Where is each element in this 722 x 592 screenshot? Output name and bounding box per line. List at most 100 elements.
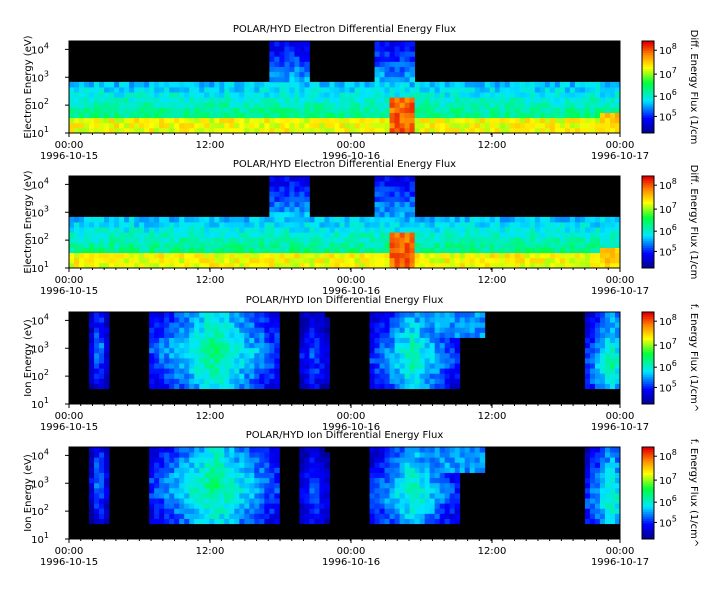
spectrogram-cell (134, 122, 140, 129)
spectrogram-cell (459, 247, 466, 254)
spectrogram-cell (394, 342, 400, 349)
spectrogram-cell (164, 327, 170, 333)
spectrogram-cell (384, 186, 390, 192)
spectrogram-cell (424, 358, 431, 364)
spectrogram-cell (404, 332, 411, 338)
spectrogram-cell (594, 222, 601, 228)
spectrogram-cell (119, 227, 125, 233)
spectrogram-cell (319, 127, 325, 134)
spectrogram-cell (404, 97, 411, 103)
spectrogram-cell (359, 97, 365, 103)
colorbar-segment (642, 121, 654, 125)
spectrogram-cell (554, 102, 561, 108)
spectrogram-cell (369, 363, 375, 369)
spectrogram-cell (614, 242, 621, 248)
spectrogram-cell (609, 107, 616, 113)
spectrogram-cell (329, 252, 335, 259)
spectrogram-cell (109, 102, 115, 108)
spectrogram-cell (394, 56, 400, 62)
spectrogram-cell (269, 518, 275, 525)
spectrogram-cell (384, 503, 390, 509)
colorbar-segment (642, 96, 654, 99)
spectrogram-cell (349, 257, 355, 264)
spectrogram-cell (384, 46, 390, 52)
spectrogram-cell (364, 257, 370, 264)
spectrogram-cell (129, 232, 135, 238)
spectrogram-cell (609, 127, 616, 134)
spectrogram-cell (394, 196, 400, 202)
spectrogram-cell (194, 327, 200, 333)
spectrogram-cell (224, 317, 230, 323)
colorbar-segment (642, 479, 654, 482)
spectrogram-cell (419, 112, 426, 119)
spectrogram-cell (289, 97, 295, 103)
spectrogram-cell (394, 211, 400, 218)
spectrogram-cell (519, 81, 526, 88)
spectrogram-cell (359, 92, 365, 98)
spectrogram-cell (454, 358, 461, 364)
spectrogram-cell (174, 508, 180, 514)
spectrogram-cell (309, 452, 315, 458)
spectrogram-cell (74, 112, 80, 119)
spectrogram-cell (184, 332, 190, 338)
spectrogram-cell (124, 237, 130, 243)
spectrogram-cell (119, 122, 125, 129)
spectrogram-cell (434, 358, 441, 364)
spectrogram-cell (94, 122, 100, 129)
spectrogram-cell (399, 347, 406, 354)
spectrogram-cell (344, 237, 350, 243)
spectrogram-cell (244, 97, 250, 103)
spectrogram-cell (434, 498, 441, 504)
spectrogram-cell (209, 232, 215, 238)
spectrogram-cell (294, 51, 300, 57)
spectrogram-cell (89, 352, 95, 359)
colorbar-segment (642, 50, 654, 53)
spectrogram-cell (614, 493, 621, 499)
spectrogram-cell (194, 363, 200, 369)
spectrogram-cell (84, 112, 90, 119)
spectrogram-cell (399, 87, 406, 93)
spectrogram-cells (69, 176, 621, 269)
spectrogram-cell (94, 487, 100, 494)
spectrogram-cell (514, 222, 521, 228)
spectrogram-cell (394, 482, 400, 489)
spectrogram-cell (104, 216, 110, 223)
spectrogram-cell (589, 97, 596, 103)
spectrogram-cell (359, 252, 365, 259)
spectrogram-cell (234, 342, 240, 349)
spectrogram-cell (359, 81, 365, 88)
spectrogram-cell (239, 373, 245, 379)
spectrogram-cell (344, 216, 350, 223)
spectrogram-cell (224, 368, 230, 374)
spectrogram-cell (504, 237, 511, 243)
spectrogram-cell (149, 97, 155, 103)
spectrogram-cell (79, 247, 85, 254)
spectrogram-cell (274, 127, 280, 134)
spectrogram-cell (209, 513, 215, 519)
spectrogram-cell (589, 493, 596, 499)
spectrogram-cell (389, 482, 395, 489)
spectrogram-cell (244, 363, 250, 369)
spectrogram-cell (329, 237, 335, 243)
spectrogram-cell (99, 373, 105, 379)
spectrogram-cell (534, 242, 541, 248)
spectrogram-cell (304, 112, 310, 119)
spectrogram-cell (299, 477, 305, 484)
spectrogram-cell (254, 503, 260, 509)
spectrogram-cell (474, 447, 481, 453)
spectrogram-cell (294, 176, 300, 182)
spectrogram-cell (314, 358, 320, 364)
spectrogram-cell (94, 378, 100, 384)
spectrogram-cell (264, 87, 270, 93)
spectrogram-cell (234, 317, 240, 323)
spectrogram-cell (314, 232, 320, 238)
spectrogram-cell (134, 87, 140, 93)
spectrogram-cell (474, 222, 481, 228)
spectrogram-cell (259, 327, 265, 333)
spectrogram-cell (314, 342, 320, 349)
spectrogram-cell (299, 46, 305, 52)
spectrogram-cell (579, 227, 586, 233)
spectrogram-cell (69, 237, 75, 243)
spectrogram-cell (254, 487, 260, 494)
spectrogram-cell (149, 368, 155, 374)
